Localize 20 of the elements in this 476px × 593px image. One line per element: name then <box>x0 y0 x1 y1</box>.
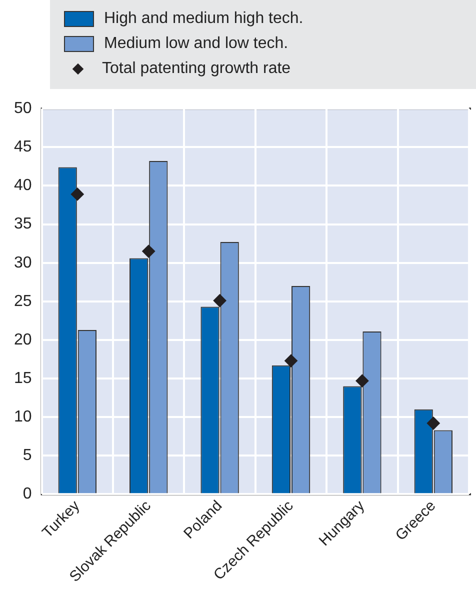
y-tick-label: 50 <box>14 100 32 118</box>
point <box>70 188 84 201</box>
y-tick-label: 5 <box>22 447 32 464</box>
y-tick-label: 20 <box>14 331 32 348</box>
point <box>426 416 440 430</box>
point <box>284 354 298 368</box>
y-tick-label: 40 <box>14 177 32 194</box>
point <box>213 294 226 308</box>
y-tick-label: 10 <box>14 408 32 426</box>
legend-label: High and medium high tech. <box>104 10 304 28</box>
point <box>356 374 369 388</box>
y-tick-label: 45 <box>14 138 32 156</box>
y-tick-label: 25 <box>14 292 32 310</box>
point <box>142 244 156 258</box>
legend-label: Medium low and low tech. <box>104 34 288 52</box>
legend-label: Total patenting growth rate <box>102 60 291 78</box>
y-tick-label: 30 <box>14 254 32 272</box>
y-tick-label: 35 <box>14 216 32 233</box>
y-tick-label: 15 <box>14 370 32 387</box>
y-tick-label: 0 <box>22 486 32 503</box>
